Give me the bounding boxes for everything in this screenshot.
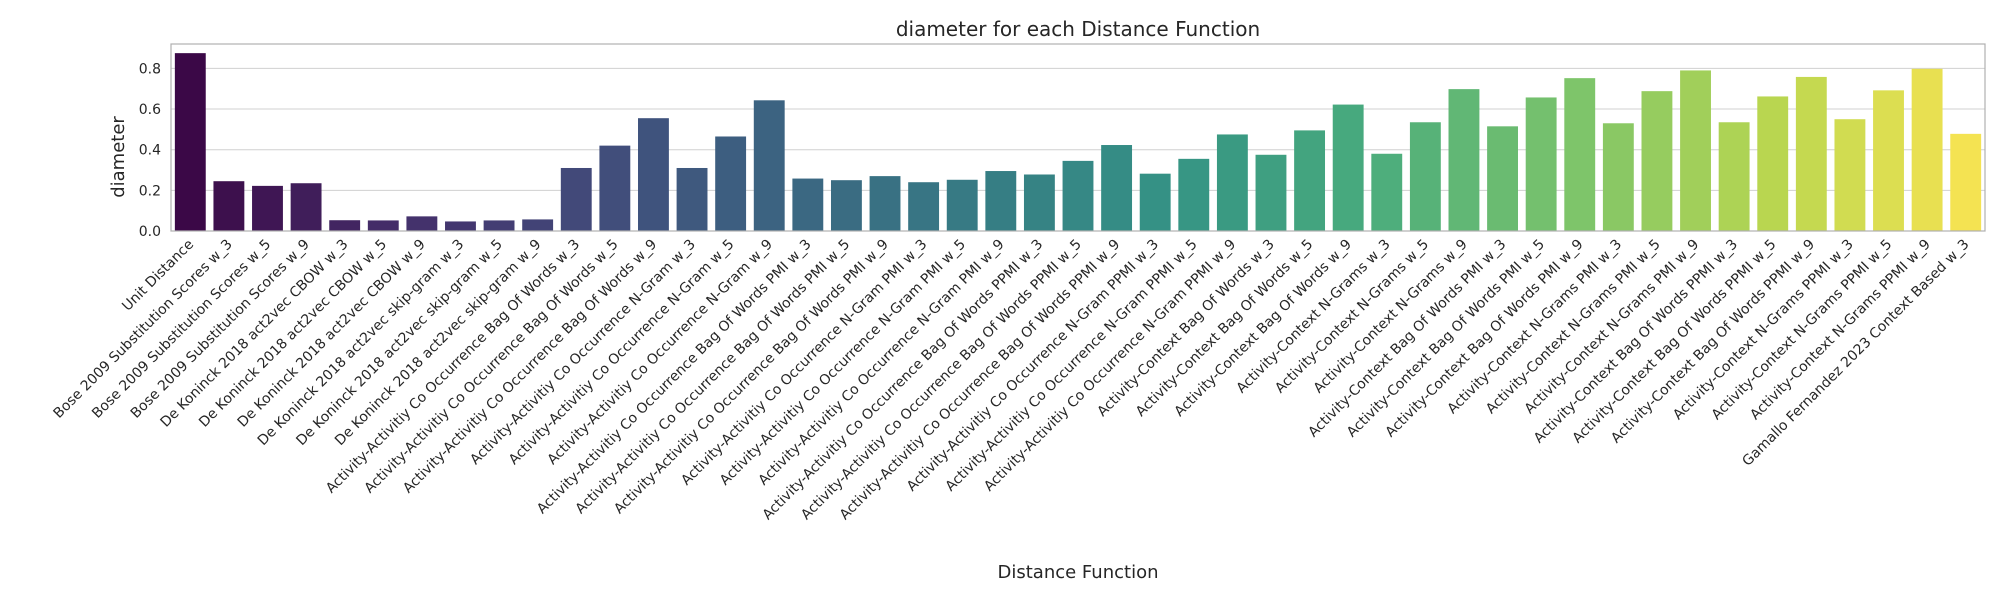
bar <box>1602 123 1634 231</box>
bar <box>1834 119 1866 231</box>
y-tick-label: 0.8 <box>139 61 161 77</box>
bar <box>1448 89 1480 231</box>
bar <box>1950 133 1982 231</box>
x-tick-label: Activity-Activitiy Co Occurrence N-Gram … <box>981 237 1239 495</box>
bar <box>1139 173 1171 231</box>
bar <box>1911 68 1943 232</box>
bar <box>1294 130 1326 231</box>
bar <box>1332 104 1364 231</box>
bar <box>1680 70 1711 231</box>
bar <box>329 220 361 231</box>
bar <box>1023 174 1055 231</box>
x-axis-label: Distance Function <box>998 562 1159 583</box>
bar <box>1062 160 1094 231</box>
bar <box>522 219 554 231</box>
bar <box>1255 154 1287 231</box>
plot-frame <box>170 43 1986 232</box>
bar <box>560 167 592 231</box>
x-tick-label: Activity-Activitiy Co Occurrence N-Gram … <box>904 237 1162 495</box>
bar <box>1371 153 1403 231</box>
bar <box>715 136 747 231</box>
bar <box>1641 91 1673 231</box>
bar <box>406 216 438 231</box>
bar <box>367 220 399 231</box>
bar <box>1795 76 1827 232</box>
bar <box>599 145 631 231</box>
bar <box>1525 97 1557 231</box>
bar <box>1487 126 1518 231</box>
bar <box>985 171 1017 231</box>
bar <box>445 221 476 231</box>
bar <box>1718 122 1750 231</box>
bar <box>483 220 515 231</box>
bar <box>753 100 785 232</box>
bar <box>252 185 283 231</box>
axes <box>170 43 1986 232</box>
y-tick-label: 0.4 <box>139 143 161 159</box>
bar <box>869 176 901 231</box>
bar <box>1757 96 1789 231</box>
bar <box>638 118 669 231</box>
bar <box>830 180 862 231</box>
bar <box>1873 90 1904 231</box>
bar <box>174 53 206 231</box>
bar <box>1409 122 1441 231</box>
bar <box>1216 134 1248 231</box>
y-tick-label: 0.0 <box>139 224 161 240</box>
bar <box>213 181 245 231</box>
y-axis-label: diameter <box>108 116 129 198</box>
bar <box>1564 78 1596 231</box>
bar <box>290 183 322 231</box>
bar <box>908 182 940 231</box>
y-tick-labels: 0.0 0.2 0.4 0.6 0.8 <box>139 61 161 240</box>
bar <box>676 167 708 231</box>
bars <box>174 53 1982 232</box>
bar <box>946 179 978 231</box>
chart-title: diameter for each Distance Function <box>896 17 1260 41</box>
bar <box>792 178 824 231</box>
x-tick-label: Activity-Context N-Grams PPMI w_9 <box>1747 237 1934 424</box>
y-tick-label: 0.6 <box>139 102 161 118</box>
bar <box>1101 145 1133 231</box>
x-tick-label: Activity-Activitiy Co Occurrence N-Gram … <box>942 237 1200 495</box>
y-tick-label: 0.2 <box>139 183 161 199</box>
bar <box>1178 158 1210 231</box>
